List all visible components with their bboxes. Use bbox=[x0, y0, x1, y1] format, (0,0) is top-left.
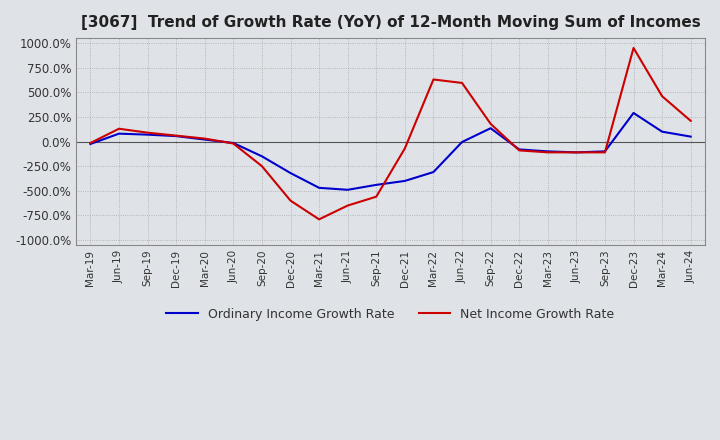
Ordinary Income Growth Rate bbox=[200, 137, 209, 142]
Net Income Growth Rate bbox=[372, 194, 381, 199]
Net Income Growth Rate bbox=[286, 198, 294, 203]
Net Income Growth Rate bbox=[515, 148, 523, 153]
Net Income Growth Rate bbox=[114, 126, 123, 132]
Ordinary Income Growth Rate bbox=[315, 185, 323, 191]
Net Income Growth Rate bbox=[486, 121, 495, 126]
Net Income Growth Rate bbox=[258, 164, 266, 169]
Net Income Growth Rate bbox=[229, 141, 238, 146]
Net Income Growth Rate bbox=[200, 136, 209, 141]
Line: Ordinary Income Growth Rate: Ordinary Income Growth Rate bbox=[91, 113, 690, 190]
Title: [3067]  Trend of Growth Rate (YoY) of 12-Month Moving Sum of Incomes: [3067] Trend of Growth Rate (YoY) of 12-… bbox=[81, 15, 701, 30]
Ordinary Income Growth Rate bbox=[515, 147, 523, 152]
Ordinary Income Growth Rate bbox=[572, 150, 581, 155]
Net Income Growth Rate bbox=[143, 130, 152, 136]
Net Income Growth Rate bbox=[572, 150, 581, 155]
Ordinary Income Growth Rate bbox=[486, 125, 495, 131]
Ordinary Income Growth Rate bbox=[686, 134, 695, 139]
Ordinary Income Growth Rate bbox=[400, 178, 409, 183]
Ordinary Income Growth Rate bbox=[544, 149, 552, 154]
Net Income Growth Rate bbox=[629, 45, 638, 51]
Ordinary Income Growth Rate bbox=[143, 132, 152, 137]
Net Income Growth Rate bbox=[343, 203, 352, 208]
Ordinary Income Growth Rate bbox=[458, 139, 467, 145]
Net Income Growth Rate bbox=[429, 77, 438, 82]
Net Income Growth Rate bbox=[686, 118, 695, 124]
Net Income Growth Rate bbox=[86, 140, 95, 146]
Ordinary Income Growth Rate bbox=[658, 129, 667, 134]
Net Income Growth Rate bbox=[658, 94, 667, 99]
Net Income Growth Rate bbox=[315, 217, 323, 222]
Ordinary Income Growth Rate bbox=[600, 149, 609, 154]
Net Income Growth Rate bbox=[458, 80, 467, 85]
Ordinary Income Growth Rate bbox=[343, 187, 352, 192]
Net Income Growth Rate bbox=[400, 146, 409, 151]
Net Income Growth Rate bbox=[544, 150, 552, 155]
Net Income Growth Rate bbox=[172, 133, 181, 138]
Ordinary Income Growth Rate bbox=[429, 169, 438, 175]
Ordinary Income Growth Rate bbox=[372, 182, 381, 187]
Ordinary Income Growth Rate bbox=[114, 131, 123, 136]
Ordinary Income Growth Rate bbox=[629, 110, 638, 116]
Line: Net Income Growth Rate: Net Income Growth Rate bbox=[91, 48, 690, 220]
Ordinary Income Growth Rate bbox=[229, 140, 238, 146]
Legend: Ordinary Income Growth Rate, Net Income Growth Rate: Ordinary Income Growth Rate, Net Income … bbox=[161, 303, 620, 326]
Ordinary Income Growth Rate bbox=[286, 170, 294, 176]
Ordinary Income Growth Rate bbox=[258, 154, 266, 159]
Net Income Growth Rate bbox=[600, 150, 609, 155]
Ordinary Income Growth Rate bbox=[172, 133, 181, 139]
Ordinary Income Growth Rate bbox=[86, 141, 95, 147]
